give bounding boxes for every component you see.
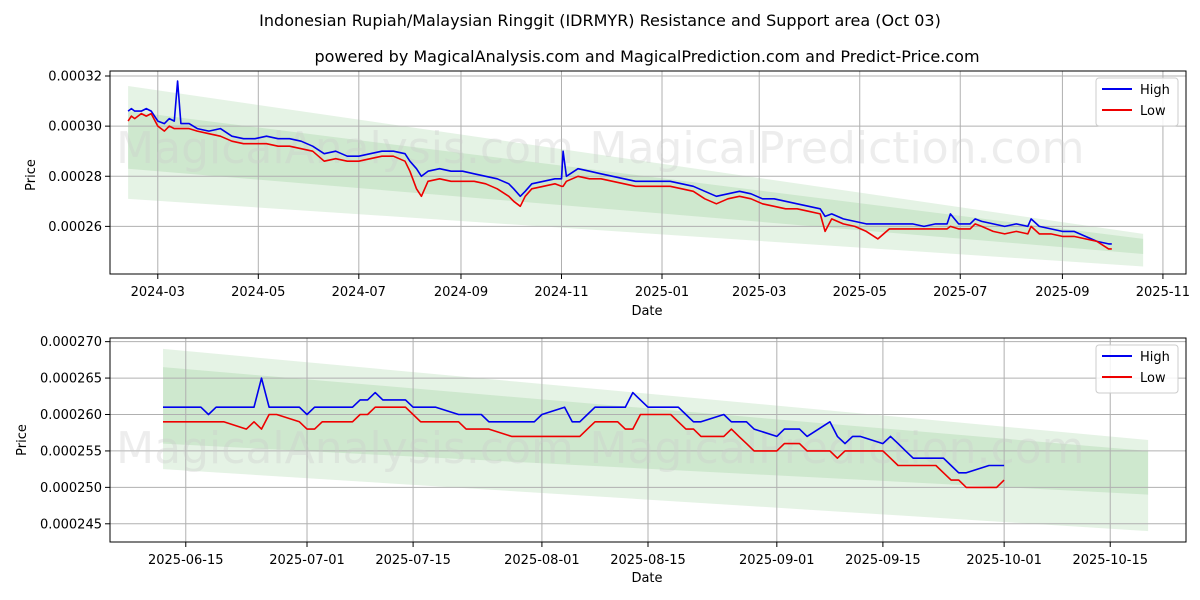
bottom-chart-grid xyxy=(110,338,1186,542)
watermark-analysis: MagicalAnalysis.com xyxy=(116,123,574,174)
series-line-high xyxy=(163,377,1005,474)
bottom-chart: MagicalAnalysis.com MagicalPrediction.co… xyxy=(15,335,1187,586)
chart-title: Indonesian Rupiah/Malaysian Ringgit (IDR… xyxy=(259,11,941,30)
x-tick-label: 2024-03 xyxy=(131,285,185,300)
bottom-chart-xlabel: Date xyxy=(631,571,662,586)
x-tick-label: 2024-05 xyxy=(231,285,285,300)
top-chart-series xyxy=(127,80,1112,250)
y-tick-label: 0.000270 xyxy=(40,335,102,350)
x-tick-label: 2025-08-01 xyxy=(504,553,580,568)
bottom-chart-ylabel: Price xyxy=(15,424,30,456)
series-line-low xyxy=(127,112,1112,250)
x-tick-label: 2025-06-15 xyxy=(148,553,224,568)
x-tick-label: 2025-09-15 xyxy=(845,553,921,568)
legend-high-label-bottom: High xyxy=(1140,350,1170,365)
x-tick-label: 2025-09-01 xyxy=(739,553,815,568)
x-tick-label: 2025-05 xyxy=(833,285,887,300)
x-tick-label: 2024-11 xyxy=(534,285,588,300)
y-tick-label: 0.00028 xyxy=(48,170,102,185)
watermark-prediction: MagicalPrediction.com xyxy=(590,123,1085,174)
x-tick-label: 2025-07-01 xyxy=(269,553,345,568)
y-tick-label: 0.000260 xyxy=(40,408,102,423)
band-1 xyxy=(163,367,1149,495)
top-chart-legend: High Low xyxy=(1095,77,1179,127)
x-tick-label: 2025-10-01 xyxy=(966,553,1042,568)
legend-low-label-bottom: Low xyxy=(1140,371,1166,386)
watermark-prediction-bottom: MagicalPrediction.com xyxy=(590,423,1085,474)
bottom-chart-series xyxy=(163,377,1005,489)
y-tick-label: 0.000250 xyxy=(40,481,102,496)
x-tick-label: 2025-03 xyxy=(732,285,786,300)
x-tick-label: 2025-08-15 xyxy=(610,553,686,568)
bottom-chart-ticks: 2025-06-15 2025-07-01 2025-07-15 2025-08-01… xyxy=(40,335,1148,568)
band-0 xyxy=(163,348,1149,532)
y-tick-label: 0.000265 xyxy=(40,372,102,387)
x-tick-label: 2024-07 xyxy=(332,285,386,300)
y-tick-label: 0.00032 xyxy=(48,70,102,85)
band-1 xyxy=(128,111,1144,254)
top-chart-frame xyxy=(109,70,1187,275)
x-tick-label: 2025-01 xyxy=(635,285,689,300)
y-tick-label: 0.000255 xyxy=(40,444,102,459)
x-tick-label: 2025-07 xyxy=(933,285,987,300)
top-chart: MagicalAnalysis.com MagicalPrediction.co… xyxy=(24,70,1190,319)
bottom-chart-legend: High Low xyxy=(1095,344,1179,394)
y-tick-label: 0.000245 xyxy=(40,517,102,532)
x-tick-label: 2025-07-15 xyxy=(375,553,451,568)
legend-low-label: Low xyxy=(1140,104,1166,119)
top-chart-ylabel: Price xyxy=(24,159,39,191)
bottom-chart-bands xyxy=(163,348,1149,532)
chart-subtitle: powered by MagicalAnalysis.com and Magic… xyxy=(314,47,979,66)
y-tick-label: 0.00030 xyxy=(48,120,102,135)
y-tick-label: 0.00026 xyxy=(48,220,102,235)
series-line-low xyxy=(163,406,1005,489)
top-chart-ticks: 2024-03 2024-05 2024-07 2024-09 2024-11 2025-… xyxy=(48,70,1190,300)
x-tick-label: 2025-11 xyxy=(1136,285,1190,300)
x-tick-label: 2025-09 xyxy=(1035,285,1089,300)
legend-high-label: High xyxy=(1140,83,1170,98)
watermark-analysis-bottom: MagicalAnalysis.com xyxy=(116,423,574,474)
x-tick-label: 2024-09 xyxy=(434,285,488,300)
top-chart-xlabel: Date xyxy=(631,304,662,319)
series-line-high xyxy=(127,80,1112,245)
x-tick-label: 2025-10-15 xyxy=(1072,553,1148,568)
